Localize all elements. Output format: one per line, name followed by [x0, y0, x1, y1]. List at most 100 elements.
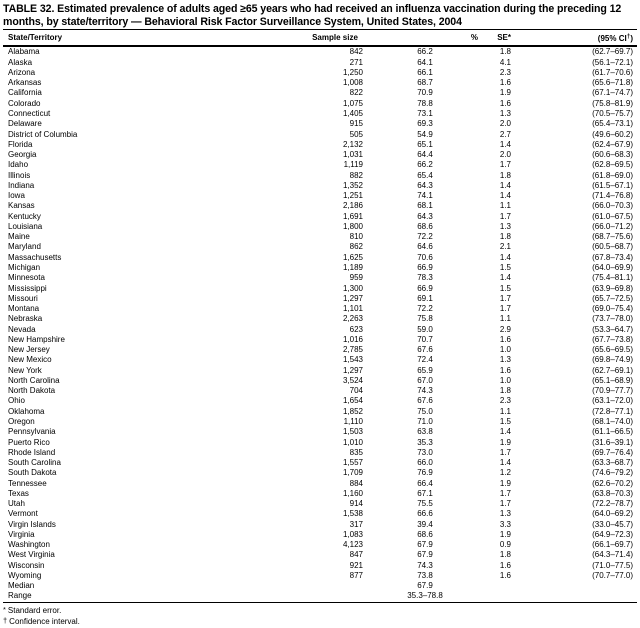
cell-state: Wyoming [8, 570, 42, 580]
table-row: Maryland 862 64.6 2.1 (60.5–68.7) [3, 242, 637, 252]
cell-sample-size: 1,691 [342, 211, 363, 221]
cell-percent: 68.7 [417, 78, 433, 88]
cell-sample-size: 3,524 [342, 375, 363, 385]
cell-se: 1.7 [499, 499, 511, 509]
cell-se: 1.5 [499, 283, 511, 293]
table-row: Virgin Islands 317 39.4 3.3 (33.0–45.7) [3, 520, 637, 530]
cell-sample-size: 4,123 [342, 540, 363, 550]
cell-sample-size: 1,297 [342, 365, 363, 375]
cell-state: North Carolina [8, 375, 60, 385]
table-row: Puerto Rico 1,010 35.3 1.9 (31.6–39.1) [3, 438, 637, 448]
cell-se: 1.7 [499, 160, 511, 170]
cell-percent: 73.8 [417, 570, 433, 580]
table-row: Indiana 1,352 64.3 1.4 (61.5–67.1) [3, 181, 637, 191]
cell-sample-size: 1,352 [342, 180, 363, 190]
cell-sample-size: 1,031 [342, 150, 363, 160]
cell-ci: (64.3–71.4) [592, 550, 633, 560]
table-row: Texas 1,160 67.1 1.7 (63.8–70.3) [3, 489, 637, 499]
cell-sample-size: 921 [349, 560, 363, 570]
cell-percent: 59.0 [417, 324, 433, 334]
table-row: Alaska 271 64.1 4.1 (56.1–72.1) [3, 58, 637, 68]
cell-state: New Jersey [8, 345, 50, 355]
cell-sample-size: 317 [349, 519, 363, 529]
table-row: Median 67.9 [3, 581, 637, 591]
cell-state: New York [8, 365, 42, 375]
cell-ci: (75.8–81.9) [592, 98, 633, 108]
table-row: Arkansas 1,008 68.7 1.6 (65.6–71.8) [3, 78, 637, 88]
cell-percent: 66.9 [417, 283, 433, 293]
cell-ci: (65.4–73.1) [592, 119, 633, 129]
cell-percent: 67.6 [417, 396, 433, 406]
cell-percent: 74.3 [417, 560, 433, 570]
cell-sample-size: 1,300 [342, 283, 363, 293]
cell-percent: 65.9 [417, 365, 433, 375]
cell-se: 1.6 [499, 560, 511, 570]
cell-se: 1.1 [499, 201, 511, 211]
cell-se: 1.0 [499, 375, 511, 385]
cell-sample-size: 1,008 [342, 78, 363, 88]
cell-sample-size: 1,852 [342, 406, 363, 416]
cell-se: 1.8 [499, 47, 511, 57]
cell-se: 1.0 [499, 345, 511, 355]
cell-percent: 72.2 [417, 232, 433, 242]
cell-ci: (63.9–69.8) [592, 283, 633, 293]
table-row: California 822 70.9 1.9 (67.1–74.7) [3, 88, 637, 98]
cell-state: New Mexico [8, 355, 52, 365]
table-row: Range 35.3–78.8 [3, 591, 637, 603]
cell-sample-size: 1,297 [342, 293, 363, 303]
cell-sample-size: 842 [349, 47, 363, 57]
col-header-state-territory: State/Territory [3, 29, 303, 48]
cell-se: 3.3 [499, 519, 511, 529]
cell-ci: (65.6–71.8) [592, 78, 633, 88]
cell-sample-size: 2,132 [342, 139, 363, 149]
cell-sample-size: 1,625 [342, 252, 363, 262]
cell-se: 1.9 [499, 88, 511, 98]
cell-percent: 75.0 [417, 406, 433, 416]
cell-percent: 72.2 [417, 304, 433, 314]
cell-ci: (65.1–68.9) [592, 375, 633, 385]
cell-se: 1.8 [499, 386, 511, 396]
cell-sample-size: 1,250 [342, 67, 363, 77]
cell-state: Massachusetts [8, 252, 62, 262]
table-row: New Mexico 1,543 72.4 1.3 (69.8–74.9) [3, 355, 637, 365]
cell-se: 1.4 [499, 139, 511, 149]
cell-sample-size: 822 [349, 88, 363, 98]
cell-state: Kentucky [8, 211, 41, 221]
cell-percent: 67.9 [417, 581, 433, 591]
cell-se: 1.4 [499, 273, 511, 283]
cell-se: 0.9 [499, 540, 511, 550]
col-header-percent: % [367, 29, 483, 48]
cell-se: 1.6 [499, 570, 511, 580]
cell-state: Louisiana [8, 221, 43, 231]
cell-percent: 66.9 [417, 262, 433, 272]
cell-sample-size: 1,075 [342, 98, 363, 108]
col-header-ci: (95% CI†) [515, 29, 637, 48]
cell-percent: 68.6 [417, 529, 433, 539]
cell-percent: 78.3 [417, 273, 433, 283]
cell-se: 1.8 [499, 170, 511, 180]
cell-sample-size: 914 [349, 499, 363, 509]
cell-se: 1.7 [499, 447, 511, 457]
cell-se: 2.3 [499, 396, 511, 406]
cell-ci: (61.5–67.1) [592, 180, 633, 190]
cell-sample-size: 1,405 [342, 109, 363, 118]
cell-percent: 70.7 [417, 334, 433, 344]
cell-se: 1.8 [499, 232, 511, 242]
cell-ci: (71.4–76.8) [592, 191, 633, 201]
cell-percent: 64.3 [417, 211, 433, 221]
cell-ci: (61.1–66.5) [592, 427, 633, 437]
table-row: Georgia 1,031 64.4 2.0 (60.6–68.3) [3, 150, 637, 160]
cell-ci: (63.1–72.0) [592, 396, 633, 406]
ci-header-text: (95% CI [597, 33, 627, 43]
cell-percent: 54.9 [417, 129, 433, 139]
cell-state: Montana [8, 304, 40, 314]
cell-ci [515, 581, 637, 591]
cell-ci: (65.6–69.5) [592, 345, 633, 355]
cell-ci: (64.0–69.2) [592, 509, 633, 519]
cell-percent: 72.4 [417, 355, 433, 365]
cell-state: Idaho [8, 160, 29, 170]
cell-sample-size: 959 [349, 273, 363, 283]
cell-state: South Dakota [8, 468, 57, 478]
cell-percent: 78.8 [417, 98, 433, 108]
cell-se: 1.1 [499, 314, 511, 324]
